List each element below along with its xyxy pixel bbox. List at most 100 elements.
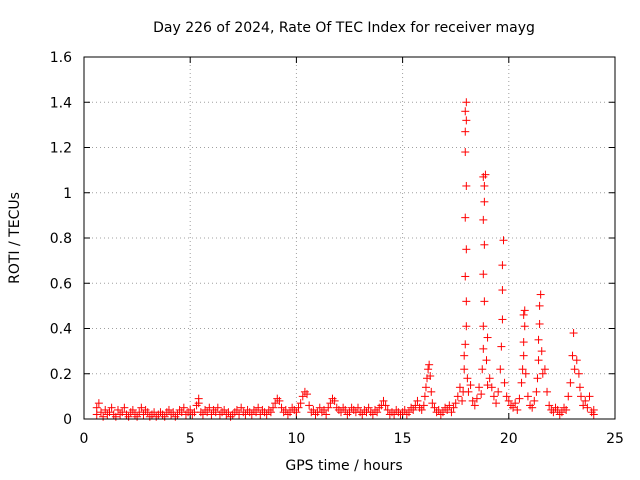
data-point: [96, 408, 105, 417]
data-point: [585, 392, 594, 401]
data-point: [434, 405, 443, 414]
data-point: [158, 410, 167, 419]
data-point: [292, 408, 301, 417]
data-point: [569, 329, 578, 338]
data-point: [462, 98, 471, 107]
data-point: [519, 351, 528, 360]
data-point: [480, 197, 489, 206]
data-point: [466, 381, 475, 390]
data-point: [492, 399, 501, 408]
data-point: [105, 408, 114, 417]
data-point: [173, 410, 182, 419]
y-tick-label: 0: [63, 412, 72, 428]
data-point: [92, 403, 101, 412]
data-point: [460, 351, 469, 360]
data-point: [517, 378, 526, 387]
data-point: [453, 392, 462, 401]
data-point: [271, 399, 280, 408]
data-point: [534, 335, 543, 344]
data-point: [572, 356, 581, 365]
data-point: [470, 401, 479, 410]
data-point: [118, 408, 127, 417]
data-point: [428, 399, 437, 408]
data-point: [560, 403, 569, 412]
data-points: [92, 98, 598, 421]
data-point: [570, 365, 579, 374]
data-point: [373, 408, 382, 417]
data-point: [164, 405, 173, 414]
data-point: [300, 387, 309, 396]
data-point: [494, 387, 503, 396]
data-point: [364, 403, 373, 412]
data-point: [130, 410, 139, 419]
data-point: [472, 394, 481, 403]
data-point: [521, 369, 530, 378]
data-point: [498, 261, 507, 270]
data-point: [568, 351, 577, 360]
data-point: [574, 369, 583, 378]
data-point: [481, 170, 490, 179]
data-point: [209, 405, 218, 414]
data-point: [343, 410, 352, 419]
data-point: [513, 405, 522, 414]
data-point: [368, 410, 377, 419]
data-point: [375, 403, 384, 412]
data-point: [383, 405, 392, 414]
data-point: [479, 172, 488, 181]
data-point: [392, 405, 401, 414]
data-point: [530, 396, 539, 405]
data-point: [462, 322, 471, 331]
data-point: [523, 392, 532, 401]
data-point: [421, 383, 430, 392]
data-point: [533, 374, 542, 383]
data-point: [353, 403, 362, 412]
data-point: [587, 408, 596, 417]
data-point: [463, 374, 472, 383]
data-point: [420, 392, 429, 401]
data-point: [557, 408, 566, 417]
data-point: [436, 410, 445, 419]
data-point: [445, 401, 454, 410]
data-point: [330, 396, 339, 405]
y-tick-label: 1.4: [50, 95, 72, 111]
data-point: [358, 410, 367, 419]
data-point: [337, 408, 346, 417]
data-point: [99, 412, 108, 421]
data-point: [213, 403, 222, 412]
data-point: [536, 290, 545, 299]
data-point: [220, 405, 229, 414]
data-point: [555, 410, 564, 419]
data-point: [499, 236, 508, 245]
data-point: [101, 405, 110, 414]
data-point: [402, 410, 411, 419]
data-point: [479, 215, 488, 224]
data-point: [404, 408, 413, 417]
data-point: [479, 270, 488, 279]
data-point: [124, 412, 133, 421]
data-point: [415, 403, 424, 412]
data-point: [461, 107, 470, 116]
data-point: [464, 387, 473, 396]
data-point: [455, 383, 464, 392]
y-tick-label: 0.4: [50, 322, 72, 338]
data-point: [461, 340, 470, 349]
data-point: [477, 390, 486, 399]
data-point: [502, 392, 511, 401]
data-point: [139, 410, 148, 419]
data-point: [449, 403, 458, 412]
data-point: [425, 360, 434, 369]
data-point: [566, 378, 575, 387]
data-point: [281, 405, 290, 414]
x-tick-label: 20: [500, 431, 518, 447]
data-point: [458, 396, 467, 405]
data-point: [264, 405, 273, 414]
data-point: [526, 401, 535, 410]
data-point: [497, 342, 506, 351]
data-point: [480, 181, 489, 190]
data-point: [294, 403, 303, 412]
data-point: [311, 410, 320, 419]
data-point: [303, 390, 312, 399]
data-point: [451, 399, 460, 408]
